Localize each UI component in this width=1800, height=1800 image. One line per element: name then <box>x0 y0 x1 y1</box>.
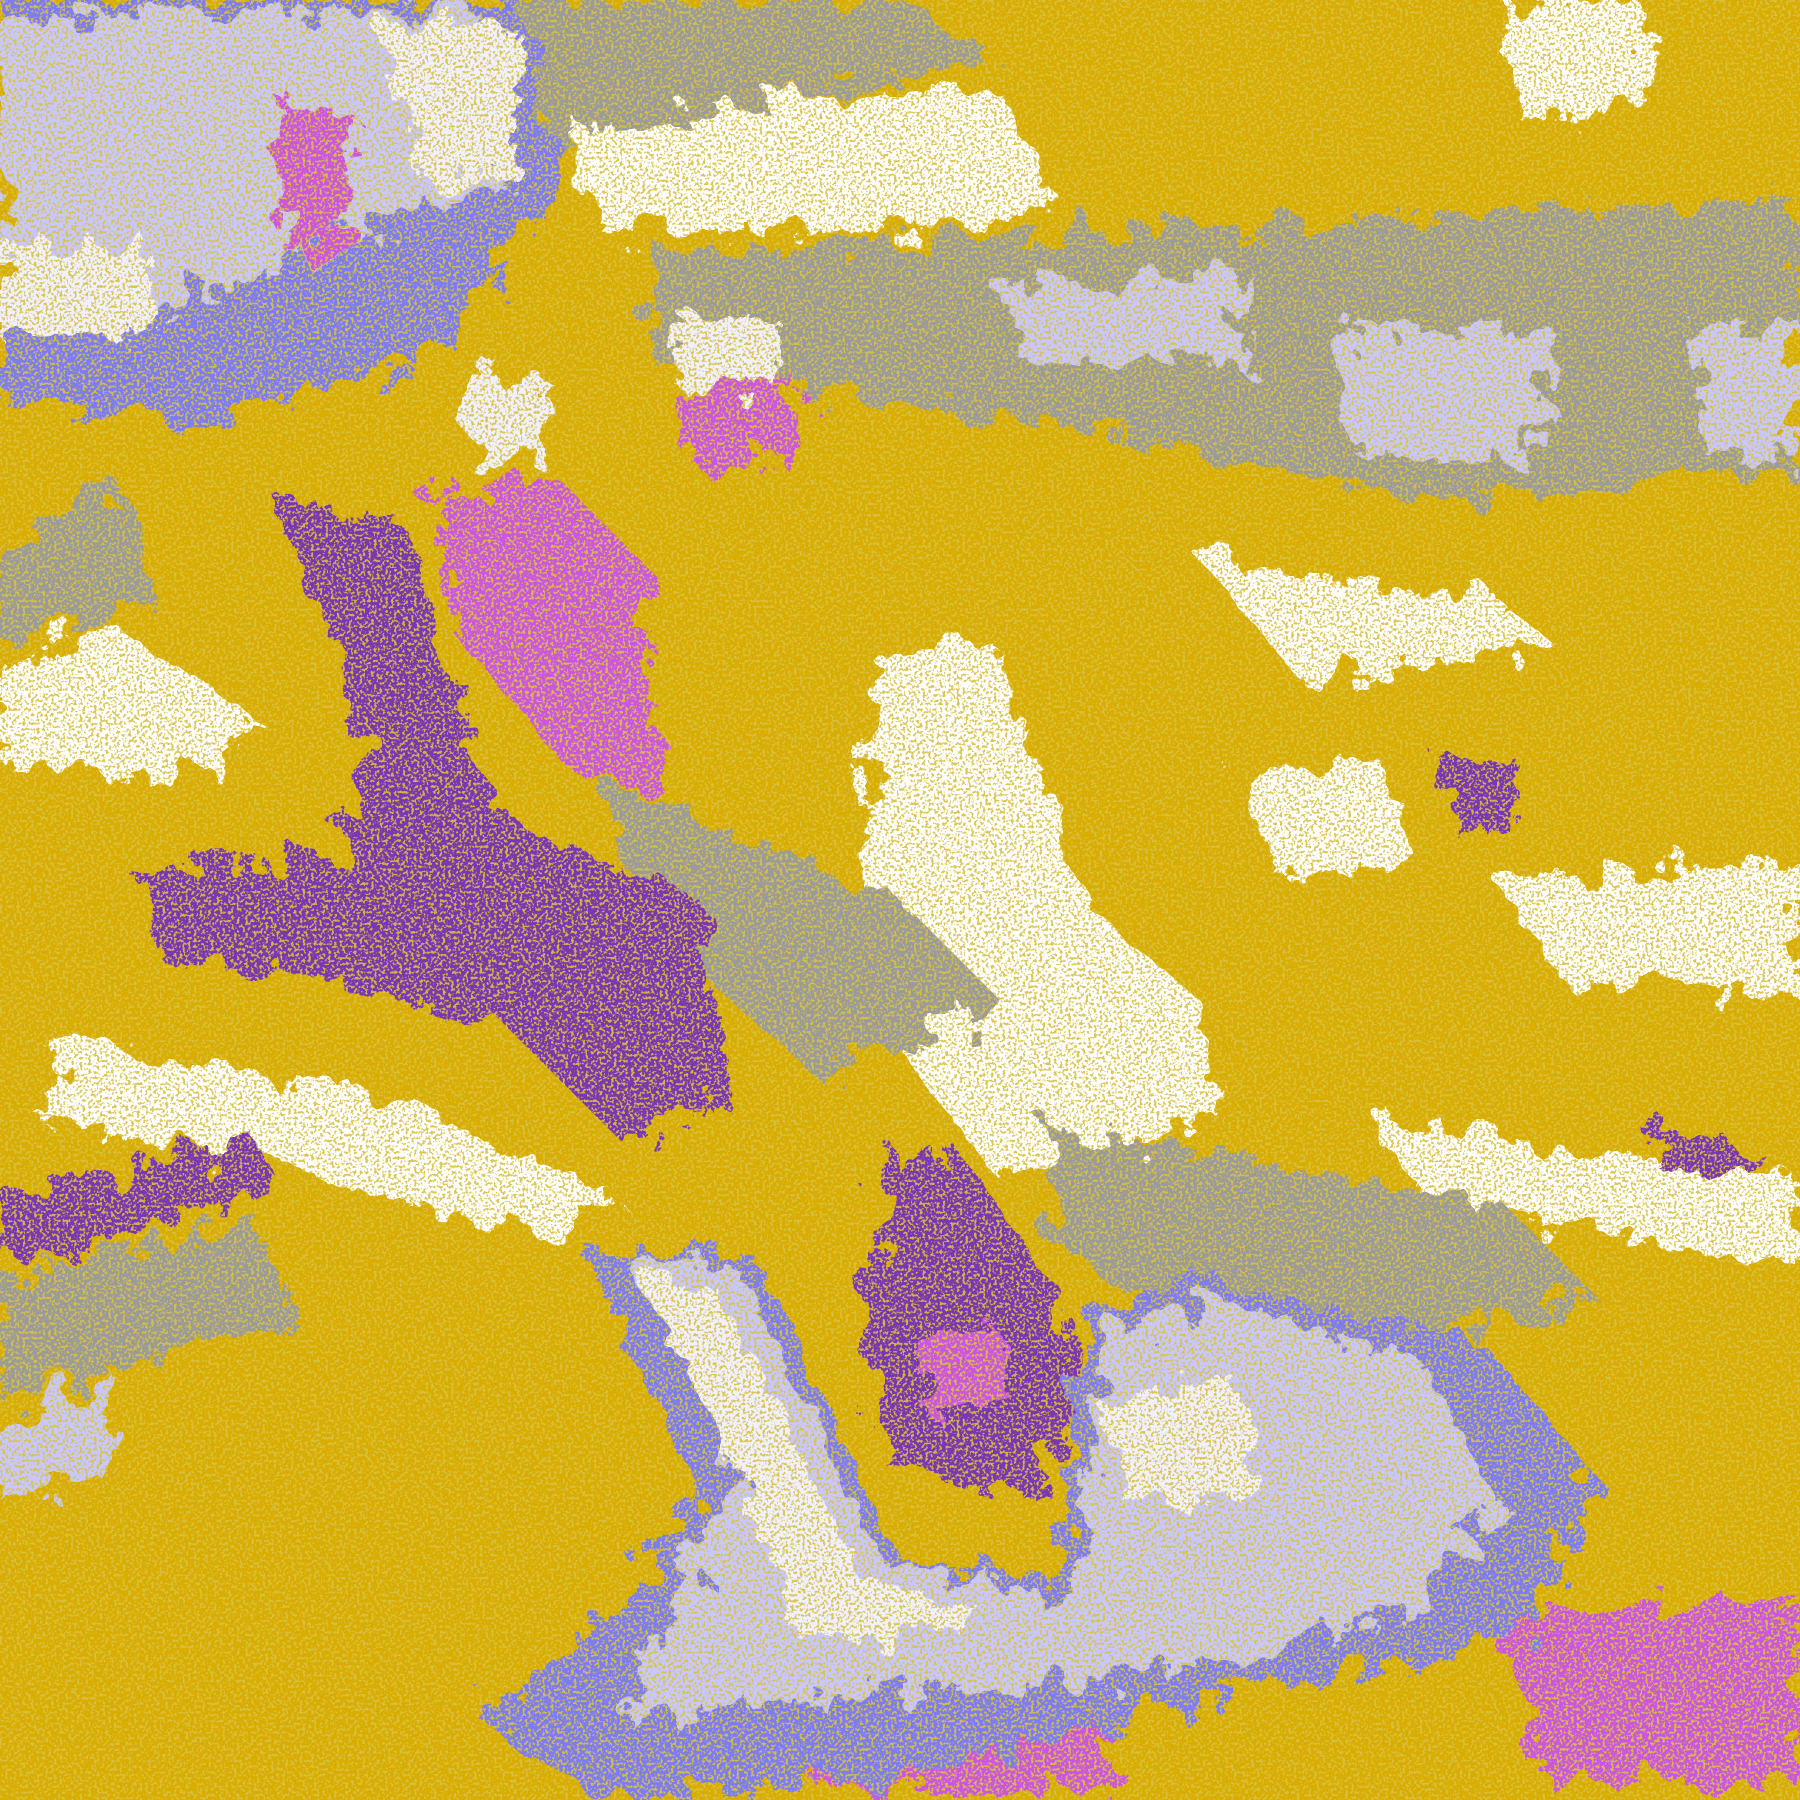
cloud-classification-image <box>0 0 1800 1800</box>
texture-speckle <box>0 0 1800 1800</box>
